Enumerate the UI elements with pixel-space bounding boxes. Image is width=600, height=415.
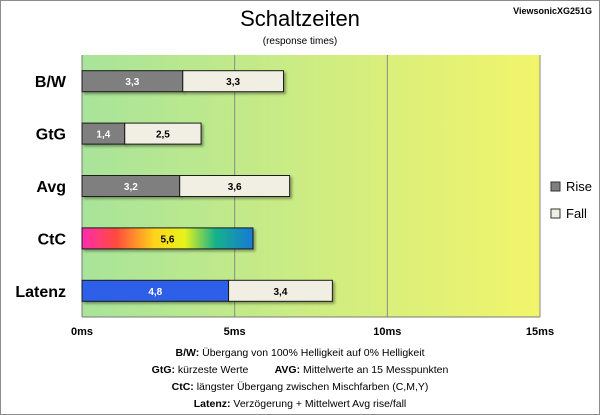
chart-notes: B/W: Übergang von 100% Helligkeit auf 0%… — [0, 345, 600, 413]
bar-fall — [179, 175, 291, 197]
data-label: 3,6 — [228, 182, 242, 193]
category-label: B/W — [35, 74, 67, 91]
note-bw-text: Übergang von 100% Helligkeit auf 0% Hell… — [202, 347, 425, 359]
chart-title: Schaltzeiten — [240, 6, 360, 31]
note-latenz: Latenz: Verzögerung + Mittelwert Avg ris… — [0, 396, 600, 413]
note-gtg-label: GtG: — [151, 364, 175, 376]
note-bw-label: B/W: — [175, 347, 200, 359]
data-label: 3,2 — [124, 182, 138, 193]
bar-ctc — [81, 227, 254, 250]
data-label: 3,3 — [125, 77, 139, 88]
note-gtg-avg: GtG: kürzeste Werte AVG: Mittelwerte an … — [0, 362, 600, 379]
data-label: 3,3 — [226, 77, 240, 88]
category-label: GtG — [36, 127, 66, 144]
note-avg-text: Mittelwerte an 15 Messpunkten — [303, 364, 449, 376]
data-label: 3,4 — [274, 287, 288, 298]
note-latenz-label: Latenz: — [193, 398, 231, 410]
note-ctc-text: längster Übergang zwischen Mischfarben (… — [196, 381, 429, 393]
x-tick-label: 5ms — [224, 326, 246, 338]
legend-swatch-rise — [550, 181, 561, 192]
chart-subtitle: (response times) — [262, 36, 338, 47]
category-label: Latenz — [15, 284, 66, 301]
category-label: CtC — [38, 231, 67, 248]
note-latenz-text: Verzögerung + Mittelwert Avg rise/fall — [233, 398, 407, 410]
note-ctc: CtC: längster Übergang zwischen Mischfar… — [0, 379, 600, 396]
data-label: 2,5 — [156, 130, 170, 141]
monitor-model: ViewsonicXG251G — [513, 6, 592, 16]
data-label: 1,4 — [96, 130, 110, 141]
x-tick-label: 10ms — [373, 326, 401, 338]
legend-label-fall: Fall — [566, 206, 587, 221]
data-label: 4,8 — [148, 287, 162, 298]
bar-fall — [124, 122, 202, 145]
data-label: 5,6 — [161, 234, 175, 245]
category-label: Avg — [36, 179, 66, 196]
note-gtg-text: kürzeste Werte — [177, 364, 249, 376]
note-avg-label: AVG: — [274, 364, 301, 376]
x-tick-label: 15ms — [526, 326, 554, 338]
x-tick-label: 0ms — [71, 326, 93, 338]
bar-fall — [182, 70, 285, 93]
note-bw: B/W: Übergang von 100% Helligkeit auf 0%… — [0, 345, 600, 362]
legend-label-rise: Rise — [566, 179, 592, 194]
legend-swatch-fall — [550, 208, 561, 219]
bar-fall — [228, 279, 333, 302]
note-ctc-label: CtC: — [171, 381, 194, 393]
